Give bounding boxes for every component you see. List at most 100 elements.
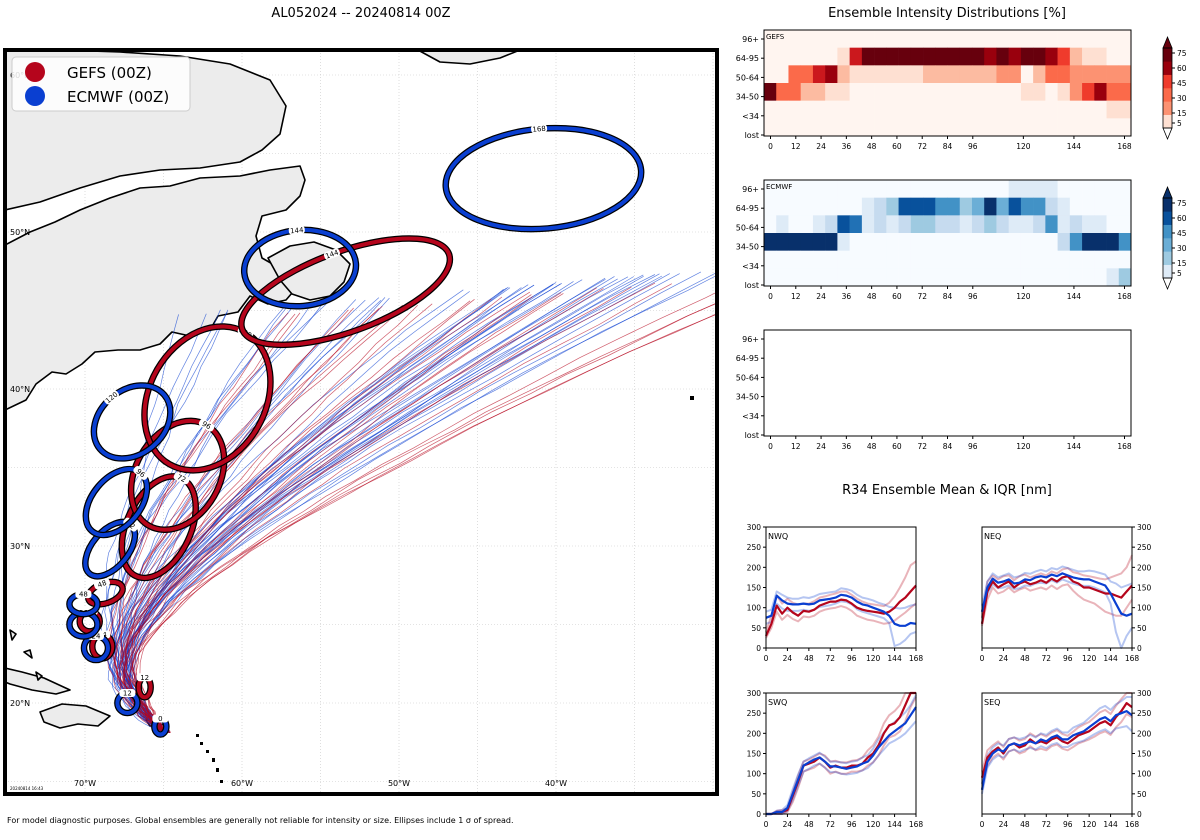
ecmwf-iqr-low bbox=[981, 578, 1133, 649]
intensity-cell bbox=[849, 100, 863, 119]
ecmwf-ellipse-label: 48 bbox=[75, 590, 92, 599]
intensity-cell bbox=[764, 197, 777, 216]
bin-label: 64-95 bbox=[736, 204, 759, 213]
x-tick-label: 168 bbox=[909, 820, 924, 829]
intensity-cell bbox=[886, 268, 899, 287]
colorbar-tick-label: 75 bbox=[1177, 199, 1187, 208]
y-tick-label: 0 bbox=[1137, 810, 1142, 819]
r34-quadrant-label: SWQ bbox=[768, 698, 787, 707]
hour-label: 0 bbox=[768, 142, 773, 151]
intensity-cell bbox=[935, 180, 948, 198]
intensity-cell bbox=[874, 215, 887, 234]
intensity-cell bbox=[959, 268, 973, 287]
colorbar-step bbox=[1163, 238, 1172, 252]
intensity-cell bbox=[984, 118, 997, 137]
intensity-cell bbox=[1057, 65, 1071, 84]
hour-label: 12 bbox=[791, 142, 801, 151]
gefs-iqr-high bbox=[981, 692, 1132, 772]
hour-label: 168 bbox=[1117, 142, 1132, 151]
bin-label: <34 bbox=[742, 412, 759, 421]
ecmwf-ellipse: 48 bbox=[66, 590, 101, 618]
r34-panel-neq: NEQ 0 50 100 150 200 250 300 0 24 48 72 96 120 144 168 bbox=[980, 523, 1152, 663]
y-tick-label: 200 bbox=[1137, 563, 1152, 572]
x-tick-label: 96 bbox=[1063, 820, 1073, 829]
intensity-cell bbox=[764, 30, 777, 48]
intensity-cell bbox=[1033, 215, 1046, 234]
footnote: For model diagnostic purposes. Global en… bbox=[7, 816, 514, 825]
x-tick-label: 24 bbox=[783, 654, 793, 663]
intensity-cell bbox=[984, 83, 997, 101]
x-tick-label: 0 bbox=[980, 820, 985, 829]
y-tick-label: 100 bbox=[1137, 604, 1152, 613]
latitude-label: 30°N bbox=[10, 542, 30, 551]
intensity-cell bbox=[1106, 233, 1120, 251]
intensity-cell bbox=[825, 197, 838, 216]
y-tick-label: 250 bbox=[1137, 709, 1152, 718]
intensity-cell bbox=[1118, 100, 1132, 119]
intensity-cell bbox=[898, 215, 912, 234]
r34-panel-nwq: NWQ 0 50 100 150 200 250 300 0 24 48 72 96 120 144 168 bbox=[747, 523, 924, 663]
intensity-cell bbox=[959, 47, 973, 66]
intensity-cell bbox=[874, 233, 887, 251]
intensity-cell bbox=[923, 65, 936, 84]
intensity-cell bbox=[1082, 47, 1095, 66]
intensity-cell bbox=[812, 118, 826, 137]
hour-label: 84 bbox=[943, 442, 953, 451]
x-tick-label: 120 bbox=[866, 654, 881, 663]
intensity-cell bbox=[776, 268, 789, 287]
intensity-cell bbox=[861, 250, 875, 269]
intensity-cell bbox=[1082, 197, 1095, 216]
intensity-cell bbox=[776, 65, 789, 84]
ensemble-track bbox=[118, 302, 408, 733]
intensity-cell bbox=[1020, 83, 1034, 101]
ensemble-track bbox=[129, 305, 418, 733]
colorbar-step bbox=[1163, 88, 1172, 102]
intensity-cell bbox=[886, 197, 899, 216]
bin-label: 96+ bbox=[742, 185, 759, 194]
intensity-cell bbox=[764, 250, 777, 269]
intensity-cell bbox=[898, 180, 912, 198]
forecast-hour-label: 0 bbox=[158, 715, 162, 723]
hour-label: 24 bbox=[816, 442, 826, 451]
intensity-panel-gefs: GEFS 96+ 64-95 50-64 34-50 <34 lost 0 12 24 36 48 60… bbox=[736, 29, 1132, 151]
intensity-cell bbox=[825, 65, 838, 84]
intensity-cell bbox=[1069, 233, 1083, 251]
colorbar-tick-label: 15 bbox=[1177, 259, 1187, 268]
intensity-cell bbox=[996, 250, 1009, 269]
ecmwf-iqr-high bbox=[981, 565, 1133, 606]
intensity-cell bbox=[776, 47, 789, 66]
intensity-cell bbox=[996, 83, 1009, 101]
intensity-cell bbox=[849, 268, 863, 287]
colorbar-step bbox=[1163, 101, 1172, 115]
intensity-cell bbox=[1020, 215, 1034, 234]
intensity-cell bbox=[1094, 250, 1107, 269]
intensity-cell bbox=[886, 47, 899, 66]
hour-label: 120 bbox=[1016, 442, 1031, 451]
hour-label: 0 bbox=[768, 442, 773, 451]
hour-label: 84 bbox=[943, 142, 953, 151]
r34-quadrant-label: NEQ bbox=[984, 532, 1001, 541]
intensity-cell bbox=[800, 268, 814, 287]
intensity-cell bbox=[764, 47, 777, 66]
intensity-cell bbox=[898, 197, 912, 216]
longitude-labels: 70°W 60°W 50°W 40°W bbox=[74, 779, 567, 788]
intensity-cell bbox=[1118, 250, 1132, 269]
intensity-cell bbox=[947, 65, 961, 84]
intensity-cell bbox=[849, 118, 863, 137]
intensity-cell bbox=[1106, 180, 1120, 198]
intensity-cell bbox=[776, 30, 789, 48]
intensity-cell bbox=[1008, 30, 1022, 48]
x-tick-label: 0 bbox=[764, 820, 769, 829]
greenland-land bbox=[417, 50, 521, 65]
ecmwf-ellipse-label: 168 bbox=[531, 124, 548, 134]
x-tick-label: 168 bbox=[1125, 820, 1140, 829]
intensity-cell bbox=[825, 215, 838, 234]
intensity-cell bbox=[947, 180, 961, 198]
intensity-cell bbox=[1082, 215, 1095, 234]
intensity-cell bbox=[947, 83, 961, 101]
intensity-cell bbox=[849, 30, 863, 48]
intensity-cell bbox=[1082, 118, 1095, 137]
intensity-cell bbox=[874, 268, 887, 287]
intensity-cell bbox=[800, 47, 814, 66]
intensity-cell bbox=[935, 118, 948, 137]
